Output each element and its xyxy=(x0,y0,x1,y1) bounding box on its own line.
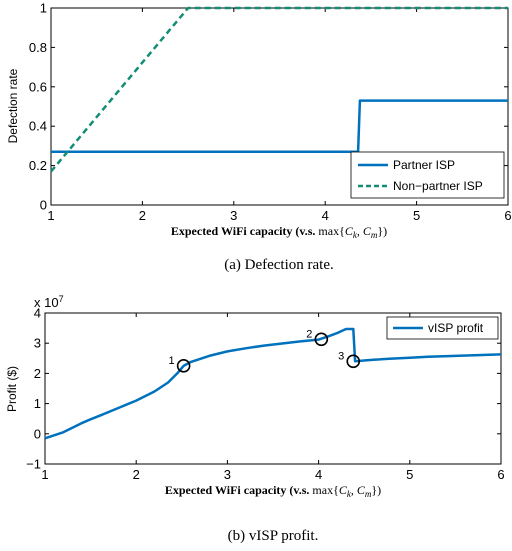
annotation-marker-1 xyxy=(176,359,191,373)
x-tick-label: 5 xyxy=(413,208,420,223)
legend-a: Partner ISP Non−partner ISP xyxy=(350,151,505,199)
y-tick-label: 0 xyxy=(40,198,47,213)
legend-label-partner-isp: Partner ISP xyxy=(393,158,455,172)
y-tick-label: 0.4 xyxy=(29,119,47,134)
legend-label-non-partner-isp: Non−partner ISP xyxy=(393,179,483,193)
annotation-marker-3 xyxy=(346,354,361,369)
annotation-marker-2 xyxy=(314,332,329,347)
y-tick-label: 0.8 xyxy=(29,40,47,55)
visp-profit-chart: 1 2 3 4 5 6 −1 0 1 2 3 4 1 2 3 x 107 Profit ($) Expec… xyxy=(5,294,505,544)
x-tick-label: 1 xyxy=(47,208,54,223)
y-tick-label: −1 xyxy=(26,457,41,472)
annotation-label-1: 1 xyxy=(168,355,174,367)
caption-a: (a) Defection rate. xyxy=(224,257,334,273)
series-line-non-partner-isp xyxy=(50,6,508,173)
annotation-label-2: 2 xyxy=(306,328,312,340)
y-tick-label: 1 xyxy=(40,1,47,16)
y-multiplier-base: x 10 xyxy=(34,295,59,310)
series-group-b xyxy=(44,327,502,440)
legend-box-b xyxy=(386,316,499,340)
y-tick-label: 2 xyxy=(34,366,41,381)
y-axis-label-a: Defection rate xyxy=(6,68,20,143)
y-tick-label: 4 xyxy=(34,306,41,321)
legend-label-visp-profit: vISP profit xyxy=(428,321,484,335)
x-tick-label: 3 xyxy=(224,467,231,482)
legend-b: vISP profit xyxy=(386,316,499,340)
annotation-label-3: 3 xyxy=(338,350,344,362)
x-tick-label: 4 xyxy=(322,208,329,223)
y-tick-label: 3 xyxy=(34,336,41,351)
series-group-a xyxy=(50,6,508,173)
y-tick-label: 1 xyxy=(34,396,41,411)
x-tick-label: 6 xyxy=(497,467,504,482)
x-axis-label-a: Expected WiFi capacity (v.s. max{Ck, Cm}… xyxy=(171,224,387,240)
y-multiplier-b: x 107 xyxy=(34,294,64,310)
x-tick-label: 4 xyxy=(315,467,322,482)
x-tick-label: 2 xyxy=(139,208,146,223)
x-tick-label: 2 xyxy=(133,467,140,482)
y-tick-label: 0 xyxy=(34,426,41,441)
x-axis-label-b: Expected WiFi capacity (v.s. max{Ck, Cm}… xyxy=(165,483,381,499)
axis-ticks-b: 1 2 3 4 5 6 −1 0 1 2 3 4 xyxy=(26,306,504,483)
y-multiplier-exponent: 7 xyxy=(59,294,64,304)
series-line-visp-profit xyxy=(44,327,502,440)
legend-box-a xyxy=(350,151,505,199)
y-tick-label: 0.2 xyxy=(29,158,47,173)
x-tick-label: 1 xyxy=(41,467,48,482)
series-line-partner-isp xyxy=(51,99,508,154)
annotations-b: 1 2 3 xyxy=(168,328,361,373)
y-axis-label-b: Profit ($) xyxy=(5,366,19,412)
caption-b: (b) vISP profit. xyxy=(228,528,319,544)
y-tick-label: 0.6 xyxy=(29,79,47,94)
x-tick-label: 5 xyxy=(406,467,413,482)
defection-rate-chart: 1 2 3 4 5 6 0 0.2 0.4 0.6 0.8 1 Defection rate Expe… xyxy=(6,1,512,274)
x-tick-label: 3 xyxy=(230,208,237,223)
x-tick-label: 6 xyxy=(504,208,511,223)
